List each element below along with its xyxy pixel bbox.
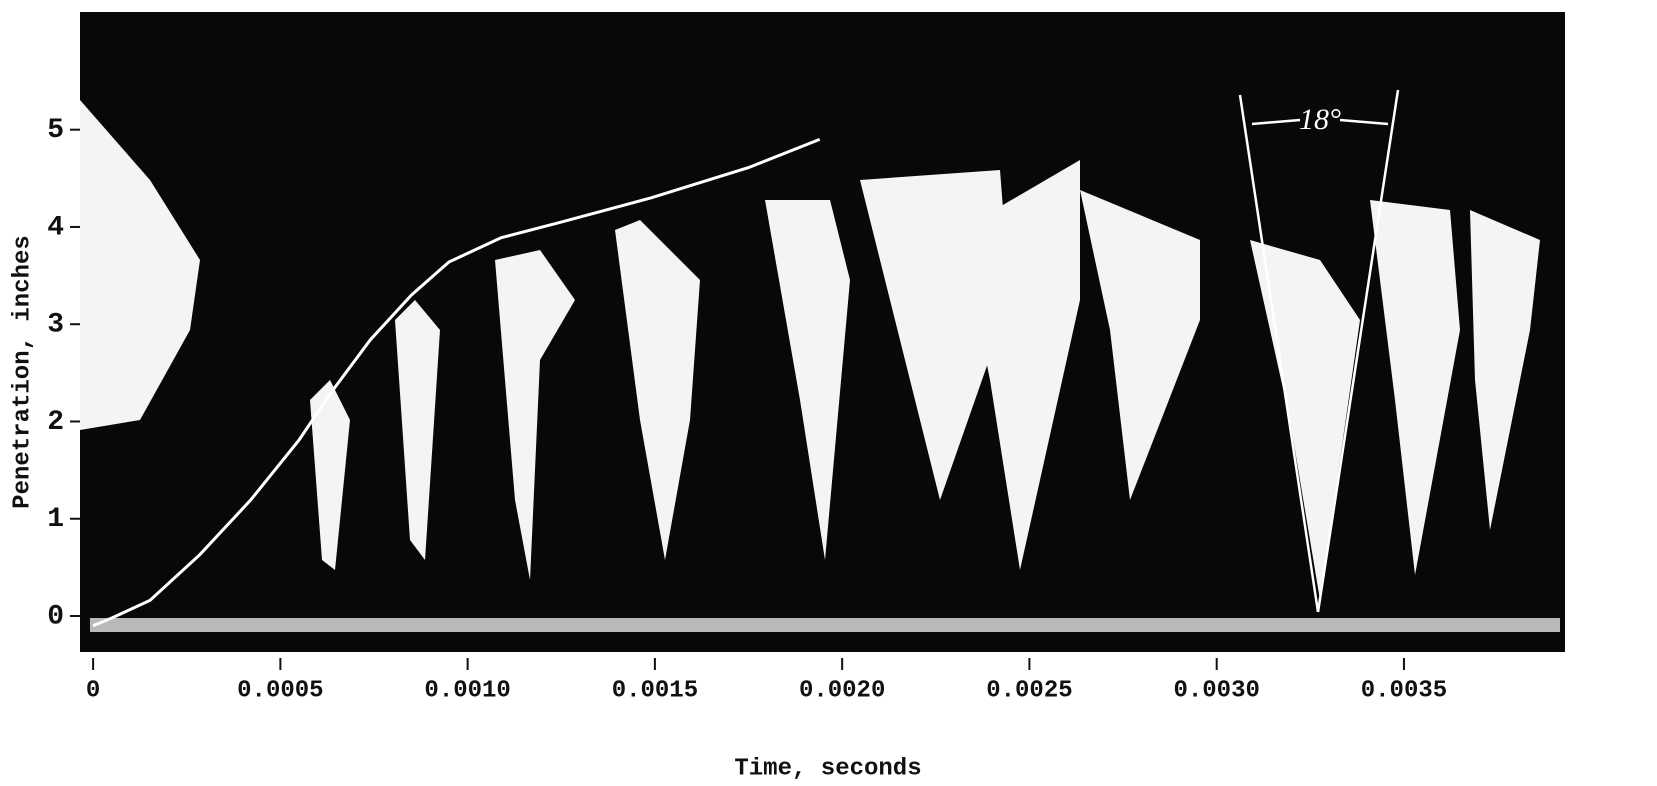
x-tick-label: 0.0035 [1361,677,1447,704]
x-tick-label: 0.0015 [612,677,698,704]
x-tick-label: 0 [86,677,100,704]
y-tick-label: 1 [47,504,64,535]
annotation: 18° [1299,103,1341,136]
angle-annotation [1238,89,1400,613]
x-tick-label: 0.0020 [799,677,885,704]
spray-photo [80,100,1560,632]
x-tick-label: 0.0025 [986,677,1072,704]
x-tick-label: 0.0005 [237,677,323,704]
y-tick-label: 5 [47,115,64,146]
y-tick-label: 4 [47,212,64,243]
y-tick-label: 2 [47,407,64,438]
y-tick-label: 0 [47,601,64,632]
x-tick-label: 0.0010 [424,677,510,704]
y-axis-label: Penetration, inches [9,235,36,509]
x-axis-label: Time, seconds [734,755,921,782]
x-tick-label: 0.0030 [1173,677,1259,704]
y-tick-label: 3 [47,310,64,341]
penetration-line [92,138,821,628]
